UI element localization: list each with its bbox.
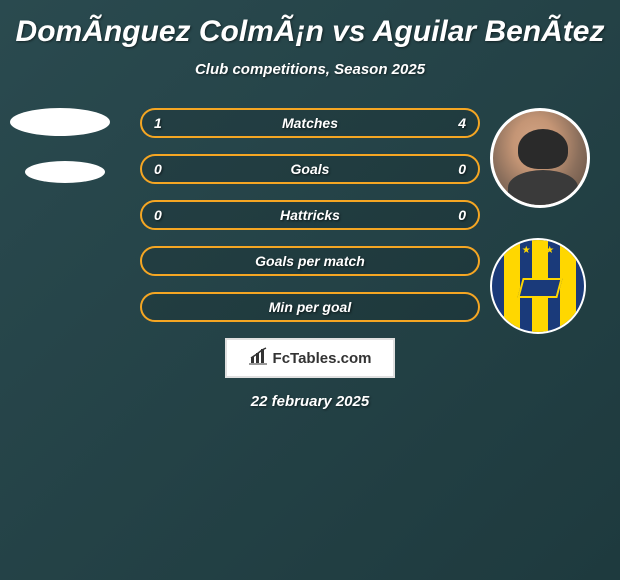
chart-icon	[249, 347, 269, 370]
brand-text: FcTables.com	[273, 350, 372, 367]
main-container: DomÃ­nguez ColmÃ¡n vs Aguilar BenÃ­tez C…	[0, 0, 620, 580]
stat-label: Goals	[291, 161, 330, 177]
stat-left-value: 0	[154, 161, 162, 177]
branding-box[interactable]: FcTables.com	[225, 338, 395, 378]
stats-area: ★ ★ ★ 1 Matches 4 0 Goals 0 0 Hattricks …	[0, 108, 620, 410]
stat-right-value: 0	[458, 161, 466, 177]
stat-row-hattricks: 0 Hattricks 0	[140, 200, 480, 230]
page-title: DomÃ­nguez ColmÃ¡n vs Aguilar BenÃ­tez	[0, 15, 620, 49]
badge-center	[517, 278, 562, 298]
left-avatars	[10, 108, 110, 208]
date-label: 22 february 2025	[0, 393, 620, 410]
stat-row-min-per-goal: Min per goal	[140, 292, 480, 322]
stat-right-value: 4	[458, 115, 466, 131]
stat-left-value: 1	[154, 115, 162, 131]
stat-row-goals-per-match: Goals per match	[140, 246, 480, 276]
stat-rows: 1 Matches 4 0 Goals 0 0 Hattricks 0 Goal…	[140, 108, 480, 322]
subtitle: Club competitions, Season 2025	[0, 61, 620, 78]
stat-left-value: 0	[154, 207, 162, 223]
stat-row-goals: 0 Goals 0	[140, 154, 480, 184]
stat-label: Goals per match	[255, 253, 365, 269]
player-photo	[490, 108, 590, 208]
club-badge: ★ ★ ★	[490, 238, 586, 334]
right-player: ★ ★ ★	[490, 108, 590, 334]
stat-label: Hattricks	[280, 207, 340, 223]
avatar-placeholder-2	[25, 161, 105, 183]
stat-right-value: 0	[458, 207, 466, 223]
stat-label: Matches	[282, 115, 338, 131]
badge-stars: ★ ★ ★	[492, 245, 584, 256]
stat-label: Min per goal	[269, 299, 351, 315]
stat-row-matches: 1 Matches 4	[140, 108, 480, 138]
avatar-placeholder-1	[10, 108, 110, 136]
